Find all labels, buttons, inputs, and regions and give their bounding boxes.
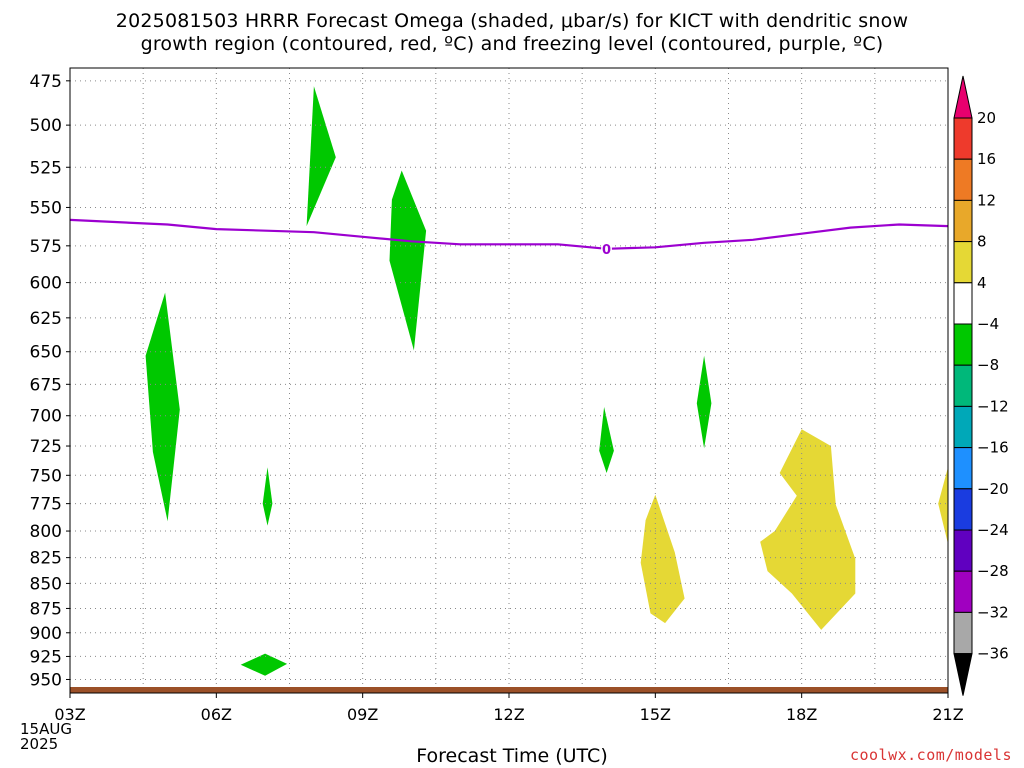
y-tick-label: 600 (30, 274, 62, 294)
colorbar-bottom-triangle (953, 653, 973, 696)
colorbar-box (953, 117, 973, 160)
colorbar-label: −8 (977, 356, 999, 374)
freezing-level-contour (69, 218, 949, 250)
y-tick-label: 925 (30, 647, 62, 667)
date-label-year: 2025 (20, 735, 59, 753)
date-label-day: 15AUG (20, 720, 72, 738)
colorbar-label: −24 (977, 521, 1009, 539)
colorbar-label: 16 (977, 150, 996, 168)
colorbar-label: 12 (977, 191, 996, 209)
omega-region-5 (599, 407, 614, 473)
y-tick-label: 800 (30, 522, 62, 542)
y-tick-label: 875 (30, 599, 62, 619)
omega-region-8 (760, 429, 856, 630)
colorbar-label: −36 (977, 645, 1009, 663)
colorbar-label: −20 (977, 480, 1009, 498)
colorbar-box (953, 570, 973, 613)
y-tick-label: 575 (30, 237, 62, 257)
colorbar-box (953, 199, 973, 243)
y-tick-label: 725 (30, 437, 62, 457)
colorbar-label: 20 (977, 109, 996, 127)
colorbar-box (953, 488, 973, 531)
x-tick-label: 15Z (640, 705, 671, 724)
date-label: 15AUG 2025 (20, 722, 72, 752)
y-tick-label: 500 (30, 116, 62, 136)
freezing-level-label: 0 (602, 243, 611, 258)
chart-title-line-2: growth region (contoured, red, ºC) and f… (140, 33, 884, 55)
colorbar-box (953, 282, 973, 325)
y-tick-label: 750 (30, 466, 62, 486)
colorbar-box (953, 241, 973, 284)
colorbar-label: −16 (977, 439, 1009, 457)
colorbar-box (953, 405, 973, 449)
y-tick-label: 700 (30, 407, 62, 427)
x-axis-label: Forecast Time (UTC) (416, 745, 608, 767)
colorbar-box (953, 158, 973, 201)
omega-region-1 (389, 170, 427, 351)
x-tick-label: 09Z (347, 705, 378, 724)
omega-region-7 (640, 494, 685, 624)
colorbar-box (953, 364, 973, 407)
omega-region-0 (306, 86, 336, 227)
colorbar-box (953, 529, 973, 572)
omega-region-6 (696, 355, 712, 449)
y-tick-label: 525 (30, 158, 62, 178)
colorbar-label: −28 (977, 562, 1009, 580)
y-tick-label: 625 (30, 309, 62, 329)
colorbar-label: 4 (977, 274, 987, 292)
y-tick-label: 550 (30, 198, 62, 218)
colorbar-top-triangle (953, 75, 973, 119)
x-tick-label: 18Z (786, 705, 817, 724)
y-tick-label: 775 (30, 495, 62, 515)
chart-title-line-1: 2025081503 HRRR Forecast Omega (shaded, … (115, 10, 909, 32)
colorbar-label: −12 (977, 397, 1009, 415)
colorbar-box (953, 323, 973, 366)
y-tick-label: 850 (30, 574, 62, 594)
colorbar-label: −32 (977, 603, 1009, 621)
y-tick-label: 650 (30, 343, 62, 363)
x-tick-label: 03Z (54, 705, 85, 724)
credit-link[interactable]: coolwx.com/models (849, 746, 1012, 764)
omega-region-2 (145, 292, 180, 522)
colorbar-box (953, 611, 973, 655)
ground-surface (70, 687, 948, 693)
x-tick-label: 21Z (932, 705, 963, 724)
y-tick-label: 900 (30, 624, 62, 644)
omega-region-9 (938, 467, 948, 544)
colorbar-label: −4 (977, 315, 999, 333)
omega-region-4 (240, 653, 288, 676)
colorbar-box (953, 447, 973, 490)
x-tick-label: 06Z (201, 705, 232, 724)
colorbar-label: 8 (977, 233, 987, 251)
omega-region-3 (262, 467, 273, 526)
y-tick-label: 475 (30, 72, 62, 92)
y-tick-label: 950 (30, 670, 62, 690)
y-tick-label: 675 (30, 375, 62, 395)
y-tick-label: 825 (30, 549, 62, 569)
x-tick-label: 12Z (493, 705, 524, 724)
